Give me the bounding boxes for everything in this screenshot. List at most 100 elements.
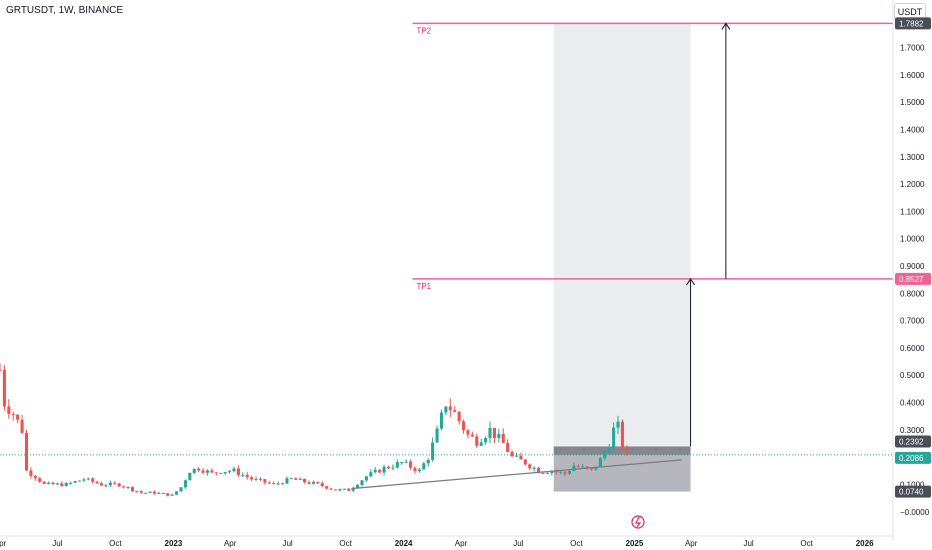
candle-body	[510, 451, 514, 457]
candle-body	[272, 483, 276, 485]
time-tick-label: Jul	[282, 539, 292, 548]
price-tick-label: 0.4000	[900, 399, 925, 408]
candle-body	[506, 442, 510, 452]
candle-body	[537, 467, 541, 474]
price-tick-label: 1.7000	[900, 44, 925, 53]
time-tick-label: Apr	[455, 539, 468, 548]
price-tag-label: 0.2086	[899, 454, 924, 463]
candle-body	[135, 490, 139, 492]
candle-body	[514, 455, 519, 457]
candle-body	[444, 406, 448, 413]
candle-body	[77, 480, 82, 482]
price-axis: −0.00000.10000.20000.30000.40000.50000.6…	[892, 0, 930, 540]
price-tag-label: 0.0740	[899, 488, 924, 497]
arrow-head-icon	[686, 278, 695, 286]
candle-body	[139, 491, 143, 493]
candle-body	[439, 412, 443, 429]
target-label-tp1: TP1	[416, 282, 431, 291]
price-tick-label: 1.1000	[900, 207, 925, 216]
candle-body	[616, 421, 620, 428]
candle-body	[590, 468, 594, 470]
candle-body	[386, 466, 391, 469]
candle-body	[612, 427, 616, 449]
candle-body	[117, 483, 121, 487]
candle-body	[126, 486, 130, 488]
candle-body	[369, 472, 373, 477]
candle-body	[413, 467, 417, 472]
candle-body	[130, 486, 134, 491]
time-tick-label: Jul	[52, 539, 62, 548]
candle-body	[122, 486, 126, 488]
candle-body	[60, 483, 64, 487]
candle-body	[69, 482, 73, 484]
candle-body	[144, 492, 148, 494]
logo-bolt	[635, 516, 642, 528]
candle-body	[20, 419, 24, 433]
candle-body	[426, 459, 430, 464]
price-tick-label: 0.9000	[900, 262, 925, 271]
candle-body	[205, 470, 210, 473]
candle-body	[289, 478, 293, 480]
time-axis: Apr Jul Oct 2023 Apr Jul Oct 2024 Apr Jul Oct 2025 A…	[0, 535, 893, 548]
price-tick-label: 0.7000	[900, 317, 925, 326]
candle-body	[338, 489, 342, 491]
candle-body	[86, 478, 90, 480]
candle-body	[523, 459, 527, 465]
candle-body	[294, 478, 298, 480]
price-tick-label: 1.6000	[900, 71, 925, 80]
candle-body	[550, 471, 554, 474]
candle-body	[38, 478, 42, 482]
candle-body	[157, 492, 161, 494]
time-tick-label: Oct	[800, 539, 813, 548]
price-tick-label: −0.0000	[900, 508, 930, 517]
candle-body	[170, 494, 174, 496]
candle-body	[607, 448, 611, 452]
candle-body	[166, 493, 170, 496]
price-tag-label: 0.8527	[899, 275, 924, 284]
candle-body	[316, 481, 320, 484]
candle-body	[2, 369, 6, 407]
candle-body	[563, 471, 567, 474]
candle-body	[545, 472, 549, 474]
candle-body	[95, 481, 99, 484]
candle-body	[470, 434, 474, 437]
candle-body	[620, 421, 624, 449]
candle-body	[581, 466, 585, 468]
time-tick-label: Oct	[339, 539, 352, 548]
time-tick-label: Jul	[513, 539, 523, 548]
trendline[interactable]	[351, 459, 682, 490]
candle-body	[214, 472, 218, 474]
time-tick-label: 2024	[395, 539, 413, 548]
candle-body	[404, 461, 408, 463]
price-tick-label: 0.1000	[900, 480, 925, 489]
candle-body	[603, 451, 607, 459]
candle-body	[461, 421, 466, 431]
candle-body	[241, 474, 245, 476]
candle-body	[250, 477, 254, 480]
candle-body	[161, 492, 165, 494]
candle-body	[342, 488, 346, 490]
time-tick-label: Apr	[0, 539, 7, 548]
candle-body	[33, 475, 37, 479]
candles-layer	[0, 363, 629, 497]
candle-body	[311, 481, 315, 484]
candle-body	[192, 468, 196, 473]
currency-button[interactable]: USDT	[894, 3, 926, 21]
candle-body	[431, 442, 435, 460]
price-tag	[895, 435, 931, 448]
candle-body	[91, 478, 95, 482]
candle-body	[16, 414, 20, 420]
candle-body	[466, 430, 470, 435]
candle-body	[175, 491, 179, 495]
candle-body	[479, 442, 483, 446]
candle-body	[572, 465, 576, 471]
candle-body	[360, 480, 364, 486]
price-tick-label: 0.6000	[900, 344, 925, 353]
candle-body	[99, 483, 104, 486]
candle-body	[391, 467, 395, 469]
time-tick-label: 2025	[626, 539, 644, 548]
candle-body	[373, 469, 377, 473]
candle-body	[303, 478, 307, 483]
time-tick-label: Oct	[570, 539, 583, 548]
